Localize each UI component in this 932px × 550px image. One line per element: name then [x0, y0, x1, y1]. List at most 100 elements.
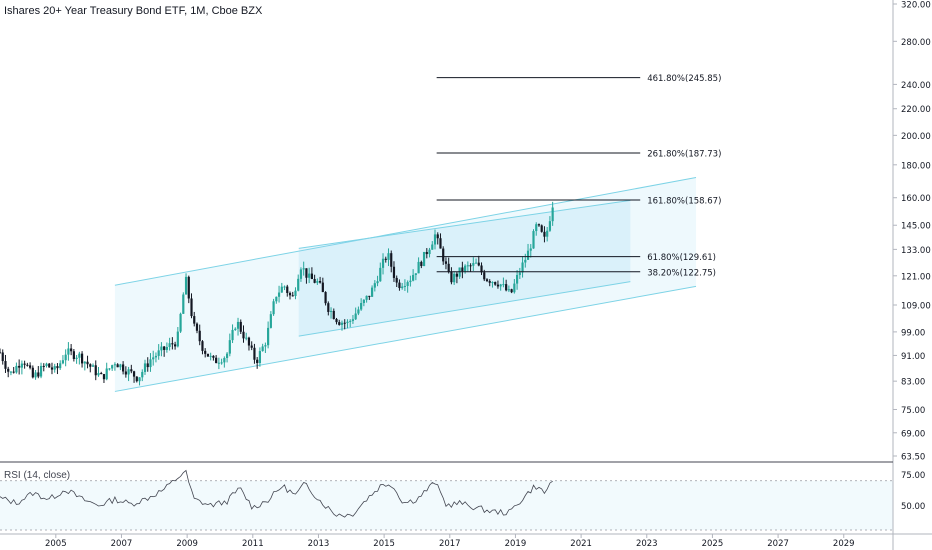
- candle-body: [239, 321, 242, 332]
- candle-body: [157, 350, 160, 356]
- candle-body: [376, 281, 379, 284]
- candle-body: [18, 365, 21, 368]
- candle-body: [398, 282, 401, 289]
- candle-body: [45, 363, 48, 366]
- candle-body: [179, 313, 182, 332]
- candle-body: [485, 279, 489, 282]
- candle-body: [190, 298, 193, 317]
- candle-body: [515, 274, 519, 284]
- candle-body: [234, 328, 237, 330]
- candle-body: [225, 353, 229, 358]
- price-tick-label: 240.00: [901, 81, 931, 91]
- candle-body: [447, 263, 450, 272]
- candle-body: [335, 318, 338, 323]
- candle-body: [217, 362, 220, 364]
- candle-body: [127, 369, 130, 375]
- candle-body: [91, 365, 95, 367]
- candle-body: [50, 367, 54, 370]
- time-tick-label: 2019: [505, 539, 527, 549]
- candle-body: [275, 296, 278, 302]
- candle-body: [165, 346, 168, 350]
- candle-body: [297, 278, 300, 291]
- fib-label: 161.80%(158.67): [647, 197, 721, 207]
- time-tick-label: 2021: [570, 539, 592, 549]
- candle-body: [425, 251, 428, 255]
- candle-body: [15, 365, 18, 373]
- candle-body: [149, 359, 152, 368]
- time-tick-label: 2007: [111, 539, 133, 549]
- candle-body: [524, 259, 527, 263]
- candle-body: [204, 350, 207, 354]
- candle-body: [453, 273, 456, 283]
- candle-body: [469, 265, 472, 267]
- candle-body: [316, 281, 319, 283]
- candle-body: [354, 313, 357, 320]
- candle-body: [223, 357, 226, 363]
- price-tick-label: 109.00: [901, 301, 931, 311]
- price-tick-label: 63.50: [901, 453, 925, 463]
- candle-body: [406, 282, 409, 286]
- candle-body: [7, 368, 10, 372]
- fib-label: 38.20%(122.75): [647, 268, 716, 278]
- candle-body: [283, 286, 286, 288]
- candle-body: [526, 250, 530, 260]
- candle-body: [138, 377, 141, 382]
- candle-body: [496, 284, 500, 287]
- candle-body: [187, 276, 190, 299]
- candle-body: [461, 267, 464, 272]
- candle-body: [420, 261, 423, 267]
- price-tick-label: 75.00: [901, 406, 925, 416]
- candle-body: [141, 371, 144, 378]
- candle-body: [86, 361, 89, 365]
- candle-body: [173, 344, 177, 347]
- candle-body: [247, 337, 251, 346]
- candle-body: [272, 301, 275, 315]
- candle-body: [319, 281, 322, 283]
- candle-body: [26, 364, 29, 366]
- candle-body: [414, 273, 417, 275]
- candle-body: [401, 286, 404, 289]
- candle-body: [75, 357, 78, 359]
- candle-body: [269, 314, 272, 328]
- candle-body: [532, 231, 535, 249]
- candle-body: [362, 299, 365, 304]
- candle-body: [381, 258, 385, 268]
- candle-body: [294, 290, 297, 296]
- candle-body: [9, 371, 13, 373]
- candle-body: [163, 346, 166, 350]
- time-tick-label: 2023: [636, 539, 658, 549]
- candle-body: [184, 276, 188, 295]
- candle-body: [529, 248, 532, 251]
- price-tick-label: 280.00: [901, 38, 931, 48]
- rsi-tick-label: 75.00: [901, 471, 925, 481]
- candle-body: [288, 292, 292, 296]
- candle-body: [535, 224, 538, 232]
- price-tick-label: 145.00: [901, 222, 931, 232]
- candle-body: [518, 272, 521, 275]
- candle-body: [146, 363, 149, 368]
- inner-channel-upper-line: [298, 199, 631, 249]
- candle-body: [351, 319, 355, 321]
- candle-body: [442, 248, 445, 262]
- time-tick-label: 2013: [308, 539, 330, 549]
- candle-body: [212, 355, 215, 358]
- candle-body: [72, 351, 75, 359]
- outer-channel-lower-line: [114, 285, 697, 392]
- chart-title: Ishares 20+ Year Treasury Bond ETF, 1M, …: [4, 5, 263, 17]
- candle-body: [412, 274, 415, 281]
- candle-body: [119, 364, 122, 368]
- candle-body: [433, 234, 437, 245]
- candle-body: [349, 320, 352, 322]
- candle-body: [34, 372, 37, 378]
- fib-label: 261.80%(187.73): [647, 150, 721, 160]
- candle-body: [97, 372, 100, 376]
- candle-body: [130, 369, 133, 372]
- candle-body: [455, 273, 458, 277]
- candle-body: [12, 371, 15, 373]
- candle-body: [291, 295, 294, 297]
- candle-body: [264, 345, 267, 347]
- candle-body: [343, 322, 346, 324]
- candle-body: [94, 365, 97, 376]
